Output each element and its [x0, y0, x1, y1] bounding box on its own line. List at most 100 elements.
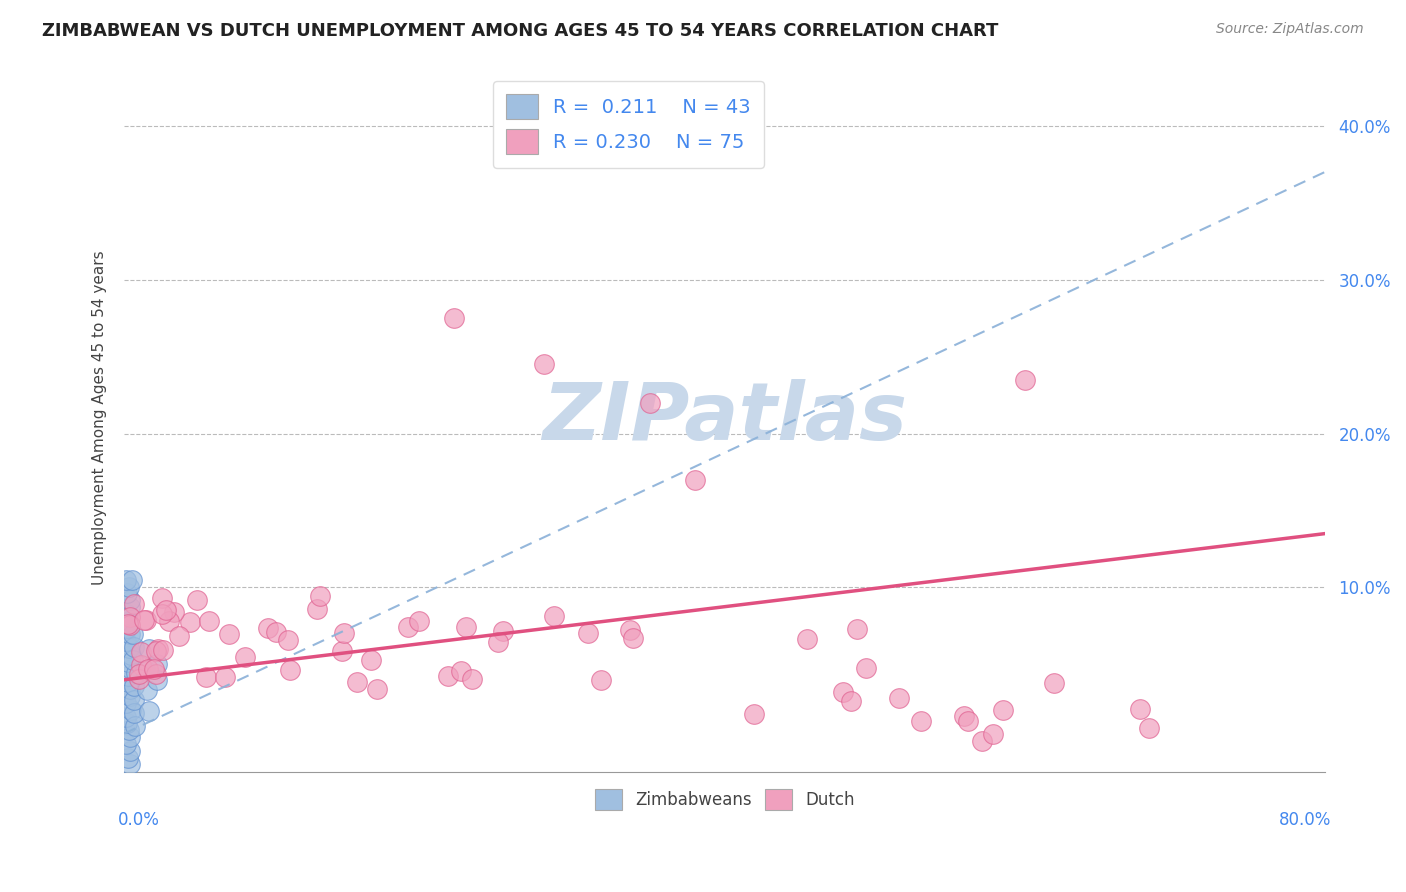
Point [125, 666, 148, 681]
Point [120, 744, 142, 758]
Point [456, 620, 478, 634]
Point [124, 597, 146, 611]
Point [1129, 702, 1152, 716]
Point [128, 667, 150, 681]
Point [115, 573, 138, 587]
Point [346, 674, 368, 689]
Point [129, 645, 152, 659]
Point [179, 615, 201, 630]
Point [366, 681, 388, 696]
Point [972, 734, 994, 748]
Point [117, 750, 139, 764]
Point [138, 642, 160, 657]
Point [152, 642, 174, 657]
Point [122, 653, 145, 667]
Point [889, 691, 911, 706]
Point [115, 621, 138, 635]
Point [120, 627, 142, 641]
Point [214, 670, 236, 684]
Point [157, 614, 180, 628]
Point [796, 632, 818, 646]
Point [124, 680, 146, 694]
Point [360, 653, 382, 667]
Point [146, 642, 169, 657]
Point [333, 625, 356, 640]
Point [543, 609, 565, 624]
Text: 80.0%: 80.0% [1279, 811, 1331, 829]
Point [122, 706, 145, 720]
Point [461, 673, 484, 687]
Point [167, 629, 190, 643]
Point [309, 589, 332, 603]
Point [117, 616, 139, 631]
Point [953, 708, 976, 723]
Y-axis label: Unemployment Among Ages 45 to 54 years: Unemployment Among Ages 45 to 54 years [93, 251, 107, 585]
Point [256, 621, 278, 635]
Point [129, 657, 152, 672]
Point [118, 610, 141, 624]
Point [993, 703, 1015, 717]
Point [118, 614, 141, 628]
Point [305, 601, 328, 615]
Point [136, 662, 159, 676]
Point [118, 723, 141, 738]
Point [150, 607, 173, 621]
Point [117, 607, 139, 621]
Point [1137, 721, 1160, 735]
Point [114, 737, 136, 751]
Point [142, 662, 165, 676]
Point [117, 655, 139, 669]
Point [124, 719, 146, 733]
Point [128, 673, 150, 687]
Point [134, 663, 156, 677]
Point [450, 664, 472, 678]
Point [120, 703, 142, 717]
Point [117, 668, 139, 682]
Point [145, 667, 167, 681]
Point [742, 707, 765, 722]
Point [118, 757, 141, 772]
Point [115, 634, 138, 648]
Point [195, 670, 218, 684]
Point [855, 661, 877, 675]
Legend: Zimbabweans, Dutch: Zimbabweans, Dutch [588, 782, 860, 817]
Point [117, 641, 139, 656]
Point [589, 673, 612, 687]
Text: ZIMBABWEAN VS DUTCH UNEMPLOYMENT AMONG AGES 45 TO 54 YEARS CORRELATION CHART: ZIMBABWEAN VS DUTCH UNEMPLOYMENT AMONG A… [42, 22, 998, 40]
Point [117, 675, 139, 690]
Point [218, 627, 240, 641]
Point [114, 709, 136, 723]
Point [1043, 676, 1066, 690]
Point [638, 395, 661, 409]
Point [115, 586, 138, 600]
Point [124, 640, 146, 654]
Point [619, 623, 641, 637]
Point [150, 591, 173, 605]
Point [186, 593, 208, 607]
Point [138, 704, 160, 718]
Point [163, 606, 186, 620]
Point [146, 657, 169, 672]
Point [330, 644, 353, 658]
Point [981, 727, 1004, 741]
Point [118, 682, 141, 697]
Text: ZIPatlas: ZIPatlas [543, 379, 907, 457]
Point [492, 624, 515, 639]
Point [120, 593, 142, 607]
Point [396, 620, 419, 634]
Point [488, 634, 510, 648]
Point [576, 626, 599, 640]
Point [120, 730, 142, 744]
Point [135, 613, 157, 627]
Point [146, 673, 169, 687]
Point [683, 473, 706, 487]
Point [956, 714, 979, 728]
Point [832, 684, 855, 698]
Point [198, 614, 221, 628]
Point [621, 631, 644, 645]
Point [122, 626, 145, 640]
Point [443, 311, 465, 326]
Text: Source: ZipAtlas.com: Source: ZipAtlas.com [1216, 22, 1364, 37]
Point [118, 580, 141, 594]
Point [122, 692, 145, 706]
